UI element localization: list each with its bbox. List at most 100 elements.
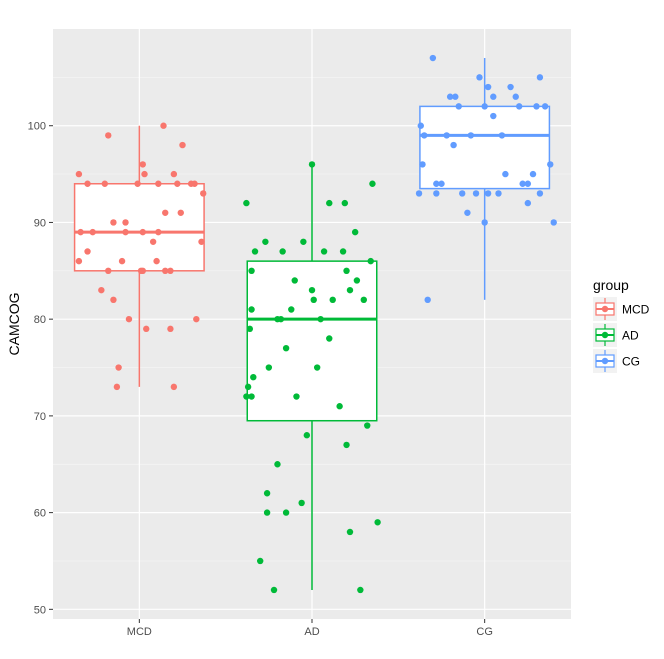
data-point [519,180,526,187]
legend-key-point [601,357,609,365]
data-point [419,161,426,168]
data-point [246,325,254,333]
y-tick-label: 50 [34,604,46,616]
box-iqr [419,105,551,190]
data-point [481,219,488,226]
data-point [320,248,328,255]
data-point [433,180,440,187]
data-point [179,141,186,149]
data-point [177,209,184,216]
data-point [110,219,117,226]
data-point [162,209,169,216]
data-point [308,286,316,294]
data-point [351,228,359,236]
data-point [374,519,381,526]
data-point [507,83,514,91]
data-point [415,190,423,197]
data-point [75,170,83,178]
data-point [122,219,129,226]
data-point [433,190,440,197]
data-point [476,74,483,81]
data-point [149,238,157,245]
data-point [438,180,445,187]
data-point [421,132,428,139]
data-point [329,296,336,304]
data-point [524,199,532,207]
data-point [139,267,146,275]
legend-label: MCD [622,303,650,317]
data-point [139,228,146,236]
data-point [277,315,285,323]
data-point [101,180,109,187]
legend-title: group [593,277,629,293]
data-point [464,209,471,216]
data-point [502,170,509,178]
data-point [512,93,519,100]
data-point [303,432,311,439]
data-point [282,344,290,352]
x-axis: MCD AD CG [127,619,493,638]
data-point [257,557,264,565]
data-point [536,74,544,81]
y-axis-title: CAMCOG [6,293,22,356]
data-point [541,103,549,110]
legend-label: AD [622,329,639,343]
data-point [472,190,480,197]
data-point [110,296,117,304]
data-point [533,103,540,110]
data-point [424,296,431,304]
data-point [326,199,333,207]
data-point [450,141,457,149]
data-point [443,132,450,139]
data-point [155,180,162,187]
data-point [498,132,506,139]
legend-label: CG [622,355,640,369]
data-point [263,490,271,497]
y-tick-label: 100 [28,121,46,133]
data-point [105,132,112,139]
data-point [490,112,497,120]
data-point [77,228,84,236]
legend-key-point [601,305,609,313]
data-point [547,161,554,168]
data-point [243,199,250,207]
points-layer [75,54,557,594]
data-point [244,383,252,391]
data-point [288,306,295,313]
data-point [346,286,354,294]
data-point [446,93,454,100]
data-point [495,190,502,197]
data-point [248,267,255,275]
y-tick-label: 90 [34,217,46,229]
data-point [369,180,376,187]
data-point [336,403,343,410]
data-point [198,238,205,245]
data-point [357,586,364,594]
y-axis: 50 60 70 80 90 100 [28,121,53,616]
data-point [353,277,361,284]
data-point [174,180,181,187]
data-point [484,83,492,91]
data-point [417,122,424,129]
data-point [291,277,298,284]
data-point [125,315,133,323]
data-point [89,228,96,236]
data-point [455,103,462,110]
data-point [162,267,169,275]
data-point [115,364,122,371]
data-point [153,257,160,265]
data-point [293,393,300,400]
data-point [452,93,459,100]
box-iqr [73,183,205,272]
data-point [251,248,259,255]
data-point [193,315,200,323]
data-point [270,586,278,594]
data-point [360,296,367,304]
data-point [139,161,146,168]
data-point [84,248,91,255]
data-point [248,393,255,400]
data-point [300,238,307,245]
x-tick-label: CG [476,626,493,638]
data-point [134,180,141,187]
